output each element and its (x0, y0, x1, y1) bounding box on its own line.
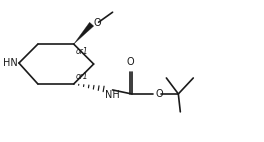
Text: or1: or1 (76, 72, 88, 81)
Text: or1: or1 (76, 47, 88, 56)
Text: O: O (94, 18, 101, 28)
Text: NH: NH (105, 90, 119, 100)
Polygon shape (74, 22, 94, 44)
Text: HN: HN (3, 58, 18, 68)
Text: O: O (155, 89, 163, 99)
Text: O: O (127, 57, 134, 67)
